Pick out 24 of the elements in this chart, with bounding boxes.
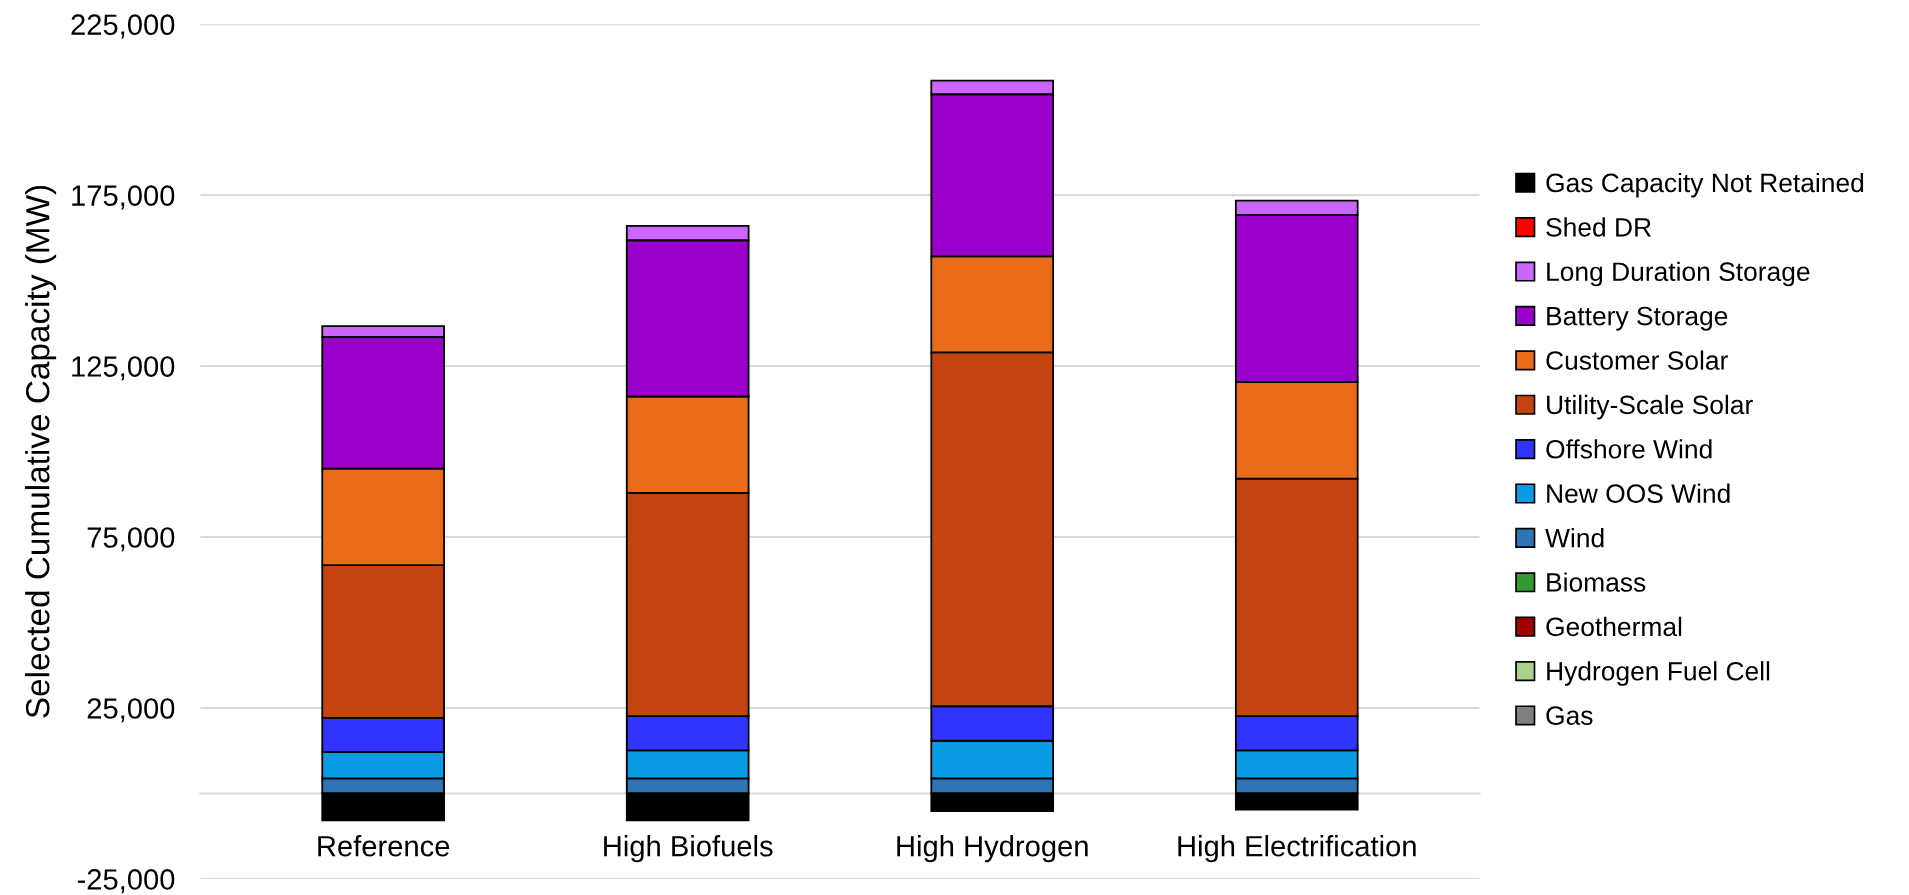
y-tick-label: 175,000: [72, 185, 175, 210]
legend-label: Offshore Wind: [1546, 439, 1712, 459]
y-tick-label: 25,000: [87, 698, 175, 723]
x-tick-label: High Electrification: [1178, 835, 1416, 863]
legend-label: Biomass: [1547, 572, 1646, 592]
x-tick-label: High Hydrogen: [897, 835, 1088, 863]
y-tick-label: 75,000: [87, 527, 175, 552]
legend-label: Long Duration Storage: [1547, 261, 1810, 287]
legend-label: Utility-Scale Solar: [1547, 394, 1753, 420]
legend-label: Shed DR: [1546, 217, 1651, 237]
y-tick-label: 125,000: [72, 356, 175, 381]
legend-label: Gas: [1546, 706, 1593, 725]
legend-label: Battery Storage: [1547, 306, 1728, 331]
y-tick-label: -25,000: [77, 869, 175, 894]
x-tick-label: High Biofuels: [604, 835, 773, 863]
y-axis-title: Selected Cumulative Capacity (MW): [25, 185, 57, 718]
y-tick-label: 225,000: [71, 14, 175, 39]
legend-label: Hydrogen Fuel Cell: [1547, 661, 1770, 686]
legend-label: Geothermal: [1546, 616, 1682, 637]
x-tick-label: Reference: [318, 835, 450, 857]
legend-label: Gas Capacity Not Retained: [1546, 172, 1864, 198]
legend-label: Wind: [1545, 528, 1604, 548]
legend-label: Customer Solar: [1546, 350, 1728, 370]
legend-label: New OOS Wind: [1547, 483, 1730, 503]
